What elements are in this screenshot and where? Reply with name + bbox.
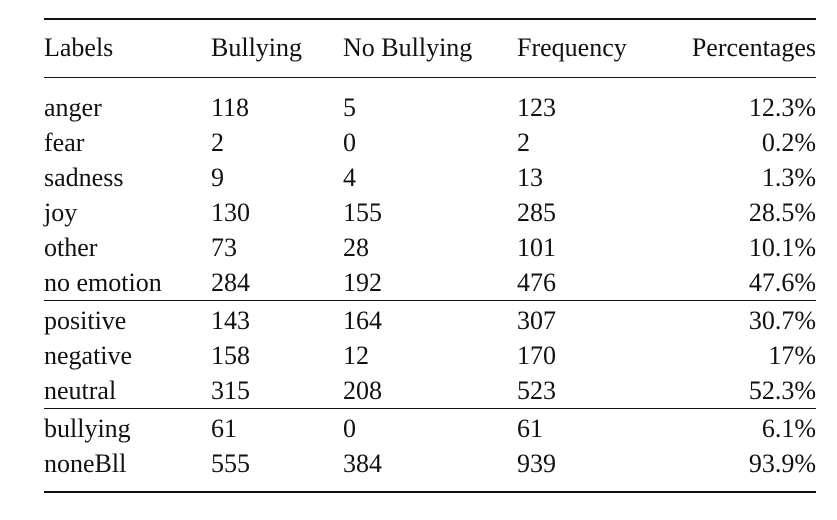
label-frequency-table: Labels Bullying No Bullying Frequency Pe… [44, 18, 816, 493]
cell-no-bullying: 4 [343, 163, 356, 192]
header-no-bullying: No Bullying [343, 33, 473, 62]
cell-bullying: 130 [211, 198, 250, 227]
cell-percentage: 1.3% [761, 163, 816, 192]
cell-percentage: 30.7% [748, 306, 816, 335]
cell-percentage: 93.9% [748, 449, 816, 478]
table-row: negative 158 12 170 17% [44, 338, 816, 373]
cell-frequency: 13 [517, 163, 543, 192]
cell-frequency: 307 [517, 306, 556, 335]
row-label: noneBll [44, 449, 127, 478]
cell-bullying: 9 [211, 163, 224, 192]
cell-bullying: 73 [211, 233, 237, 262]
cell-no-bullying: 155 [343, 198, 382, 227]
cell-bullying: 118 [211, 93, 250, 122]
cell-frequency: 523 [517, 376, 556, 405]
cell-frequency: 61 [517, 414, 543, 443]
table-row: joy 130 155 285 28.5% [44, 195, 816, 230]
cell-percentage: 17% [768, 341, 816, 370]
table-row: neutral 315 208 523 52.3% [44, 373, 816, 409]
cell-percentage: 12.3% [748, 93, 816, 122]
cell-frequency: 285 [517, 198, 556, 227]
row-label: sadness [44, 163, 124, 192]
table-row: positive 143 164 307 30.7% [44, 301, 816, 339]
bullying-group: bullying 61 0 61 6.1% noneBll 555 384 93… [44, 408, 816, 492]
table-row: other 73 28 101 10.1% [44, 230, 816, 265]
cell-bullying: 555 [211, 449, 250, 478]
cell-no-bullying: 28 [343, 233, 369, 262]
cell-frequency: 101 [517, 233, 556, 262]
table-header: Labels Bullying No Bullying Frequency Pe… [44, 19, 816, 78]
table-row: bullying 61 0 61 6.1% [44, 409, 816, 447]
table-row: anger 118 5 123 12.3% [44, 78, 816, 126]
cell-frequency: 123 [517, 93, 556, 122]
cell-bullying: 284 [211, 268, 250, 297]
header-frequency: Frequency [517, 33, 627, 62]
header-bullying: Bullying [211, 33, 303, 62]
header-percentages: Percentages [691, 33, 816, 62]
cell-bullying: 61 [211, 414, 237, 443]
cell-frequency: 939 [517, 449, 556, 478]
cell-bullying: 2 [211, 128, 224, 157]
cell-no-bullying: 5 [343, 93, 356, 122]
cell-percentage: 10.1% [748, 233, 816, 262]
row-label: joy [44, 198, 78, 227]
cell-no-bullying: 0 [343, 414, 356, 443]
cell-no-bullying: 164 [343, 306, 382, 335]
cell-no-bullying: 12 [343, 341, 369, 370]
row-label: anger [44, 93, 102, 122]
row-label: no emotion [44, 268, 162, 297]
row-label: other [44, 233, 98, 262]
row-label: negative [44, 341, 133, 370]
cell-no-bullying: 384 [343, 449, 382, 478]
row-label: positive [44, 306, 127, 335]
cell-percentage: 6.1% [761, 414, 816, 443]
table-row: no emotion 284 192 476 47.6% [44, 265, 816, 301]
emotion-group: anger 118 5 123 12.3% fear 2 0 2 0.2% sa… [44, 78, 816, 301]
results-table-container: Labels Bullying No Bullying Frequency Pe… [44, 18, 816, 493]
cell-frequency: 476 [517, 268, 556, 297]
cell-no-bullying: 0 [343, 128, 356, 157]
cell-no-bullying: 192 [343, 268, 382, 297]
table-row: noneBll 555 384 939 93.9% [44, 446, 816, 492]
cell-bullying: 143 [211, 306, 250, 335]
cell-percentage: 28.5% [748, 198, 816, 227]
table-row: fear 2 0 2 0.2% [44, 125, 816, 160]
sentiment-group: positive 143 164 307 30.7% negative 158 … [44, 300, 816, 409]
cell-percentage: 47.6% [748, 268, 816, 297]
row-label: fear [44, 128, 85, 157]
header-labels: Labels [44, 33, 114, 62]
cell-frequency: 170 [517, 341, 556, 370]
cell-percentage: 0.2% [761, 128, 816, 157]
header-row: Labels Bullying No Bullying Frequency Pe… [44, 19, 816, 78]
row-label: bullying [44, 414, 131, 443]
cell-frequency: 2 [517, 128, 530, 157]
cell-no-bullying: 208 [343, 376, 382, 405]
cell-bullying: 315 [211, 376, 250, 405]
table-row: sadness 9 4 13 1.3% [44, 160, 816, 195]
row-label: neutral [44, 376, 117, 405]
cell-percentage: 52.3% [748, 376, 816, 405]
cell-bullying: 158 [211, 341, 250, 370]
